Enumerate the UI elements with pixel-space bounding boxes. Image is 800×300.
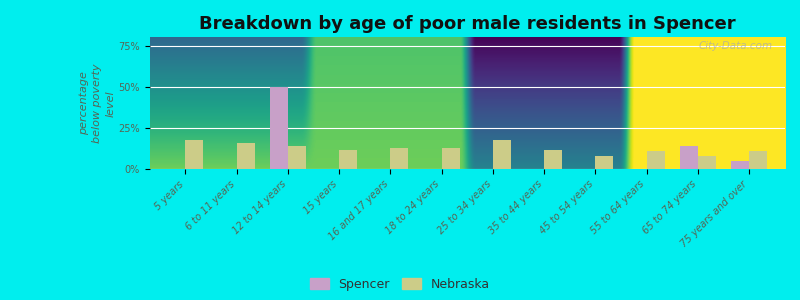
- Bar: [186, 140, 203, 170]
- Legend: Spencer, Nebraska: Spencer, Nebraska: [310, 278, 490, 291]
- Bar: [237, 143, 254, 170]
- Bar: [442, 148, 459, 170]
- Bar: [646, 151, 665, 169]
- Bar: [544, 150, 562, 169]
- Bar: [270, 87, 288, 170]
- Bar: [493, 140, 511, 170]
- Bar: [731, 161, 749, 170]
- Bar: [390, 148, 408, 170]
- Bar: [339, 150, 357, 169]
- Bar: [698, 156, 716, 170]
- Y-axis label: percentage
below poverty
level: percentage below poverty level: [79, 64, 115, 143]
- Bar: [288, 146, 306, 170]
- Bar: [680, 146, 698, 170]
- Bar: [595, 156, 614, 170]
- Text: City-Data.com: City-Data.com: [698, 41, 772, 51]
- Bar: [749, 151, 767, 169]
- Title: Breakdown by age of poor male residents in Spencer: Breakdown by age of poor male residents …: [199, 15, 735, 33]
